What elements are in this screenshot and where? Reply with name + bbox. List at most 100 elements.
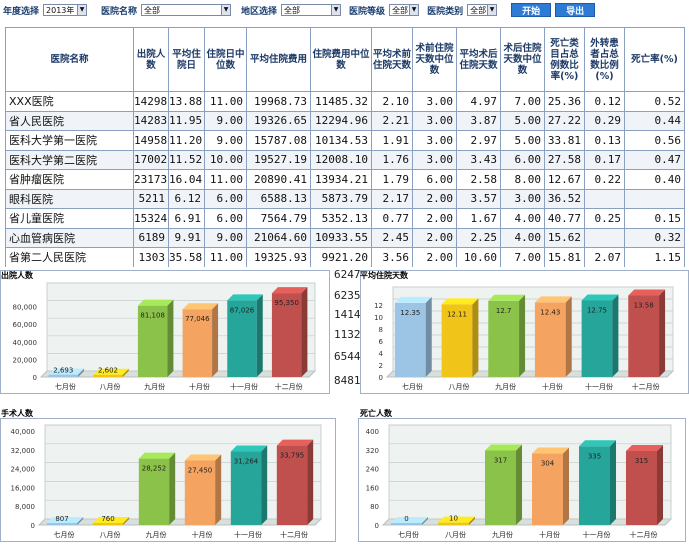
x-category-label: 八月份: [449, 382, 470, 391]
table-cell: 1.79: [371, 169, 413, 190]
table-cell: 12008.10: [310, 149, 372, 170]
table-row[interactable]: XXX医院 14298 13.88 11.00 19968.73 11485.32 2.10…: [5, 91, 685, 112]
column-header: 平均住院日: [168, 27, 205, 92]
x-category-label: 九月份: [144, 382, 165, 391]
level-label: 医院等级: [349, 6, 386, 17]
bar-side: [563, 447, 570, 525]
bar: [628, 295, 660, 377]
level-select[interactable]: 全部 ▼: [389, 4, 420, 16]
bar-value-label: 760: [101, 515, 114, 523]
table-cell: 6.00: [412, 169, 457, 190]
table-cell: 23173: [133, 169, 169, 190]
hospital-name-cell: 省第二人民医院: [5, 247, 134, 267]
bar: [138, 458, 170, 525]
x-category-label: 八月份: [100, 382, 121, 391]
table-cell: 4.00: [500, 208, 545, 229]
hospital-name-cell: 省人民医院: [5, 110, 134, 131]
bar: [581, 300, 613, 377]
table-cell: 0.44: [624, 110, 685, 131]
chart-panel-deaths: 0 80 160 240 320 400 0 七月份 10 八月份 317 九月份 304 十月份 335 十…: [358, 418, 686, 542]
table-row[interactable]: 心血管病医院 6189 9.91 9.00 21064.60 10933.55 2.45 2.…: [5, 227, 685, 248]
bar-value-label: 317: [494, 457, 507, 465]
table-cell: 11485.32: [310, 91, 372, 112]
hospital-label: 医院名称: [101, 6, 138, 17]
y-tick-label: 20,000: [13, 356, 38, 364]
bar: [488, 300, 520, 377]
hospital-select[interactable]: 全部 ▼: [141, 4, 232, 16]
region-label: 地区选择: [241, 6, 278, 17]
bar-value-label: 31,264: [234, 458, 259, 466]
y-tick-label: 160: [366, 484, 379, 492]
table-cell: 2.17: [371, 188, 413, 209]
table-cell: 6.00: [500, 149, 545, 170]
table-cell: 27.22: [544, 110, 585, 131]
hospital-name-cell: 医科大学第一医院: [5, 130, 134, 151]
bar-side: [469, 516, 476, 525]
y-tick-label: 400: [366, 428, 379, 436]
table-cell: 6189: [133, 227, 169, 248]
table-cell: 10.00: [204, 149, 247, 170]
export-button[interactable]: 导出: [555, 3, 596, 17]
region-select[interactable]: 全部 ▼: [281, 4, 342, 16]
bar: [390, 523, 423, 525]
bar-side: [169, 452, 176, 525]
table-cell: 9.00: [204, 110, 247, 131]
chart-back-wall: [46, 282, 316, 372]
bar-top: [46, 517, 84, 523]
table-cell: 33.81: [544, 130, 585, 151]
column-header: 医院名称: [5, 27, 134, 92]
dropdown-arrow-icon: ▼: [409, 5, 419, 15]
x-category-label: 十二月份: [275, 382, 303, 391]
x-category-label: 九月份: [146, 530, 167, 539]
y-tick-label: 8,000: [15, 503, 35, 511]
table-row[interactable]: 省人民医院 14283 11.95 9.00 19326.65 12294.96 2.21 3…: [5, 110, 685, 131]
x-category-label: 七月份: [54, 530, 75, 539]
x-category-label: 九月份: [492, 530, 513, 539]
table-cell: 25.36: [544, 91, 585, 112]
column-header: 平均住院费用: [246, 27, 311, 92]
start-button[interactable]: 开始: [511, 3, 552, 17]
hospital-name-cell: 省儿童医院: [5, 208, 134, 229]
table-cell: 19968.73: [246, 91, 311, 112]
bar-side: [425, 296, 432, 377]
y-tick-label: 24,000: [11, 466, 36, 474]
table-cell: 6.00: [204, 188, 247, 209]
bar: [437, 522, 470, 525]
bar-value-label: 12.43: [540, 308, 560, 316]
table-cell: 11.00: [204, 247, 247, 267]
bar-value-label: 12.7: [496, 307, 512, 315]
table-row[interactable]: 医科大学第二医院 17002 11.52 10.00 19527.19 12008.10 1…: [5, 149, 685, 170]
table-row[interactable]: 省肿瘤医院 23173 16.04 11.00 20890.41 13934.21 1.79…: [5, 169, 685, 190]
type-select[interactable]: 全部 ▼: [467, 4, 498, 16]
dropdown-arrow-icon: ▼: [221, 5, 231, 15]
x-category-label: 七月份: [55, 382, 76, 391]
bar-top: [92, 517, 130, 523]
table-row[interactable]: 省儿童医院 15324 6.91 6.00 7564.79 5352.13 0.77 2.00…: [5, 208, 685, 229]
table-cell: 13934.21: [310, 169, 372, 190]
table-cell: 0.29: [584, 110, 625, 131]
bar: [230, 451, 262, 525]
table-cell: 1.76: [371, 149, 413, 170]
table-row[interactable]: 医科大学第一医院 14958 11.20 9.00 15787.08 10134.53 1.…: [5, 130, 685, 151]
table-cell: 0.25: [584, 208, 625, 229]
bar-side: [77, 517, 84, 525]
dropdown-arrow-icon: ▼: [331, 5, 341, 15]
table-cell: 5.00: [500, 130, 545, 151]
bar-value-label: 807: [55, 515, 68, 523]
bar: [276, 445, 308, 525]
table-row[interactable]: 眼科医院 5211 6.12 6.00 6588.13 5873.79 2.17 2.00 3.…: [5, 188, 685, 209]
y-tick-label: 40,000: [13, 339, 38, 347]
table-row[interactable]: 省第二人民医院 1303 35.58 11.00 19325.93 9921.20 3.56…: [5, 247, 685, 267]
chart-title-discharges: 出院人数: [1, 271, 33, 280]
filter-bar: 年度选择 2013年 ▼ 医院名称 全部 ▼ 地区选择 全部 ▼ 医院等级 全部 ▼ 医…: [0, 0, 689, 20]
x-category-label: 八月份: [445, 530, 466, 539]
table-cell: 19325.93: [246, 247, 311, 267]
table-cell: 19527.19: [246, 149, 311, 170]
bar-value-label: 10: [449, 515, 458, 523]
table-cell: 2.25: [456, 227, 501, 248]
year-label: 年度选择: [3, 6, 40, 17]
year-select[interactable]: 2013年 ▼: [43, 4, 88, 16]
table-cell: 0.56: [624, 130, 685, 151]
table-cell: 5.00: [500, 110, 545, 131]
table-cell: 0.22: [584, 169, 625, 190]
